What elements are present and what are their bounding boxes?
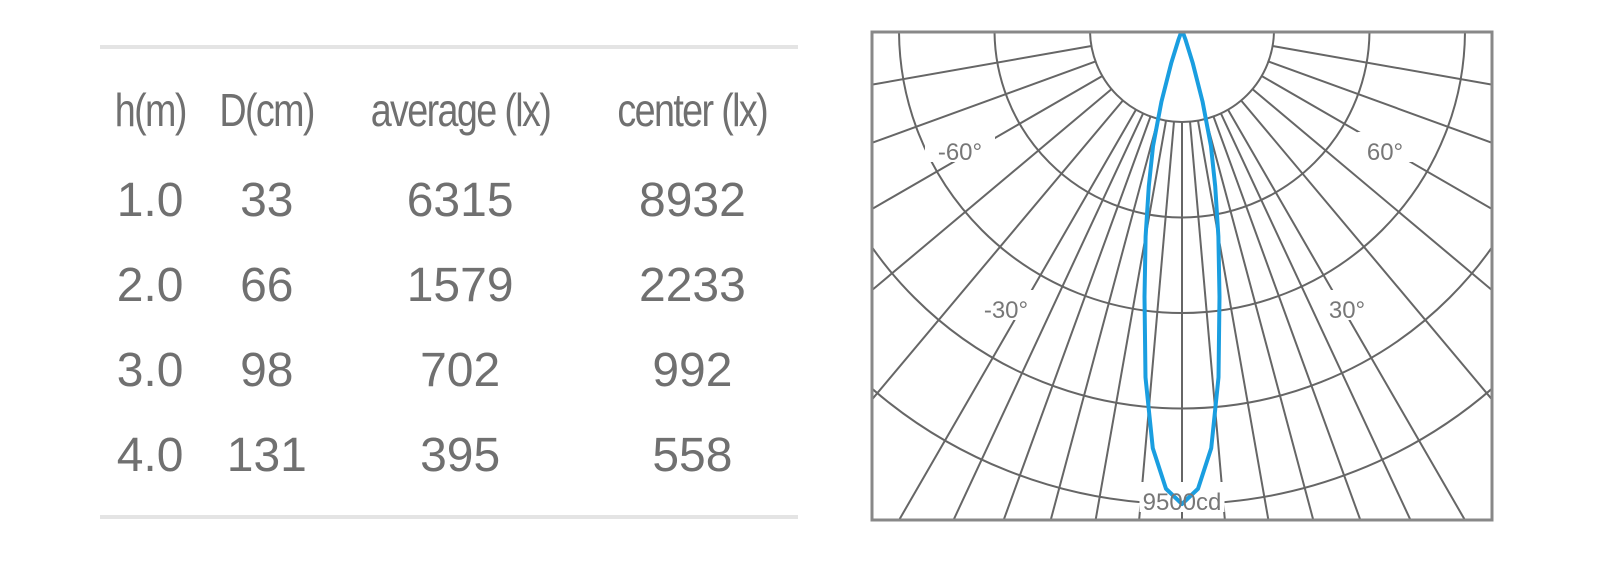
header-diameter: D(cm) bbox=[219, 84, 316, 136]
grid-spoke bbox=[1189, 121, 1226, 520]
header-height-cell: h(m) bbox=[100, 62, 200, 158]
illuminance-table: h(m) D(cm) average (lx) center (lx) 1.0 3… bbox=[100, 62, 798, 498]
label-background bbox=[1139, 482, 1225, 512]
table-cell: 558 bbox=[652, 429, 733, 482]
grid-ring bbox=[1089, 32, 1275, 123]
angle-label-30: 30° bbox=[1329, 297, 1365, 324]
grid-spoke bbox=[1196, 120, 1270, 520]
grid-spoke bbox=[1204, 118, 1315, 520]
grid-spoke bbox=[1219, 112, 1412, 520]
header-average-cell: average (lx) bbox=[333, 62, 586, 158]
grid-spoke bbox=[1049, 118, 1160, 520]
table-cell: 66 bbox=[240, 259, 294, 312]
diagram-frame bbox=[870, 30, 1494, 522]
table-cell: 1.0 bbox=[116, 174, 184, 227]
grid-spoke bbox=[1251, 88, 1492, 291]
table-cell: 33 bbox=[240, 174, 294, 227]
table-cell: 8932 bbox=[639, 174, 746, 227]
table-cell: 131 bbox=[226, 429, 307, 482]
header-center-cell: center (lx) bbox=[587, 62, 798, 158]
grid-ring bbox=[872, 387, 1492, 505]
label-background bbox=[1357, 132, 1413, 162]
angle-label-minus30: -30° bbox=[984, 297, 1028, 324]
table-bottom-rule bbox=[100, 515, 798, 519]
table-cell: 1579 bbox=[406, 259, 514, 312]
grid-spoke bbox=[1268, 60, 1492, 144]
grid-spoke bbox=[1094, 120, 1168, 520]
angle-label-60: 60° bbox=[1367, 139, 1403, 166]
table-cell: 3.0 bbox=[116, 344, 184, 397]
label-background bbox=[925, 132, 995, 162]
table-cell: 2233 bbox=[639, 259, 746, 312]
grid-spoke bbox=[952, 112, 1145, 520]
table-row: 4.0 131 395 558 bbox=[100, 413, 798, 498]
table-top-rule bbox=[100, 45, 798, 49]
table-row: 3.0 98 702 992 bbox=[100, 328, 798, 413]
label-background bbox=[971, 290, 1041, 320]
angle-label-minus60: -60° bbox=[938, 139, 982, 166]
grid-spoke bbox=[872, 99, 1124, 401]
table-cell: 395 bbox=[420, 429, 501, 482]
table-cell: 6315 bbox=[406, 174, 514, 227]
grid-spoke bbox=[872, 60, 1096, 144]
grid-spoke bbox=[1138, 121, 1175, 520]
grid-spoke bbox=[1212, 116, 1362, 520]
table-row: 2.0 66 1579 2233 bbox=[100, 243, 798, 328]
table-cell: 98 bbox=[240, 344, 294, 397]
radial-max-label: 9500cd bbox=[1143, 489, 1222, 516]
table-cell: 992 bbox=[652, 344, 733, 397]
label-background bbox=[1319, 290, 1375, 320]
grid-spoke bbox=[1240, 99, 1492, 401]
header-height: h(m) bbox=[114, 84, 188, 136]
grid-spoke bbox=[872, 44, 1092, 86]
header-center: center (lx) bbox=[617, 84, 769, 136]
table-row: 1.0 33 6315 8932 bbox=[100, 158, 798, 243]
table-cell: 4.0 bbox=[116, 429, 184, 482]
grid-spoke bbox=[1272, 44, 1492, 86]
table-cell: 2.0 bbox=[116, 259, 184, 312]
table-header-row: h(m) D(cm) average (lx) center (lx) bbox=[100, 62, 798, 158]
header-diameter-cell: D(cm) bbox=[200, 62, 333, 158]
grid-spoke bbox=[1002, 116, 1152, 520]
header-average: average (lx) bbox=[370, 84, 551, 136]
table-cell: 702 bbox=[420, 344, 501, 397]
grid-spoke bbox=[872, 88, 1113, 291]
intensity-curve bbox=[1142, 32, 1222, 506]
